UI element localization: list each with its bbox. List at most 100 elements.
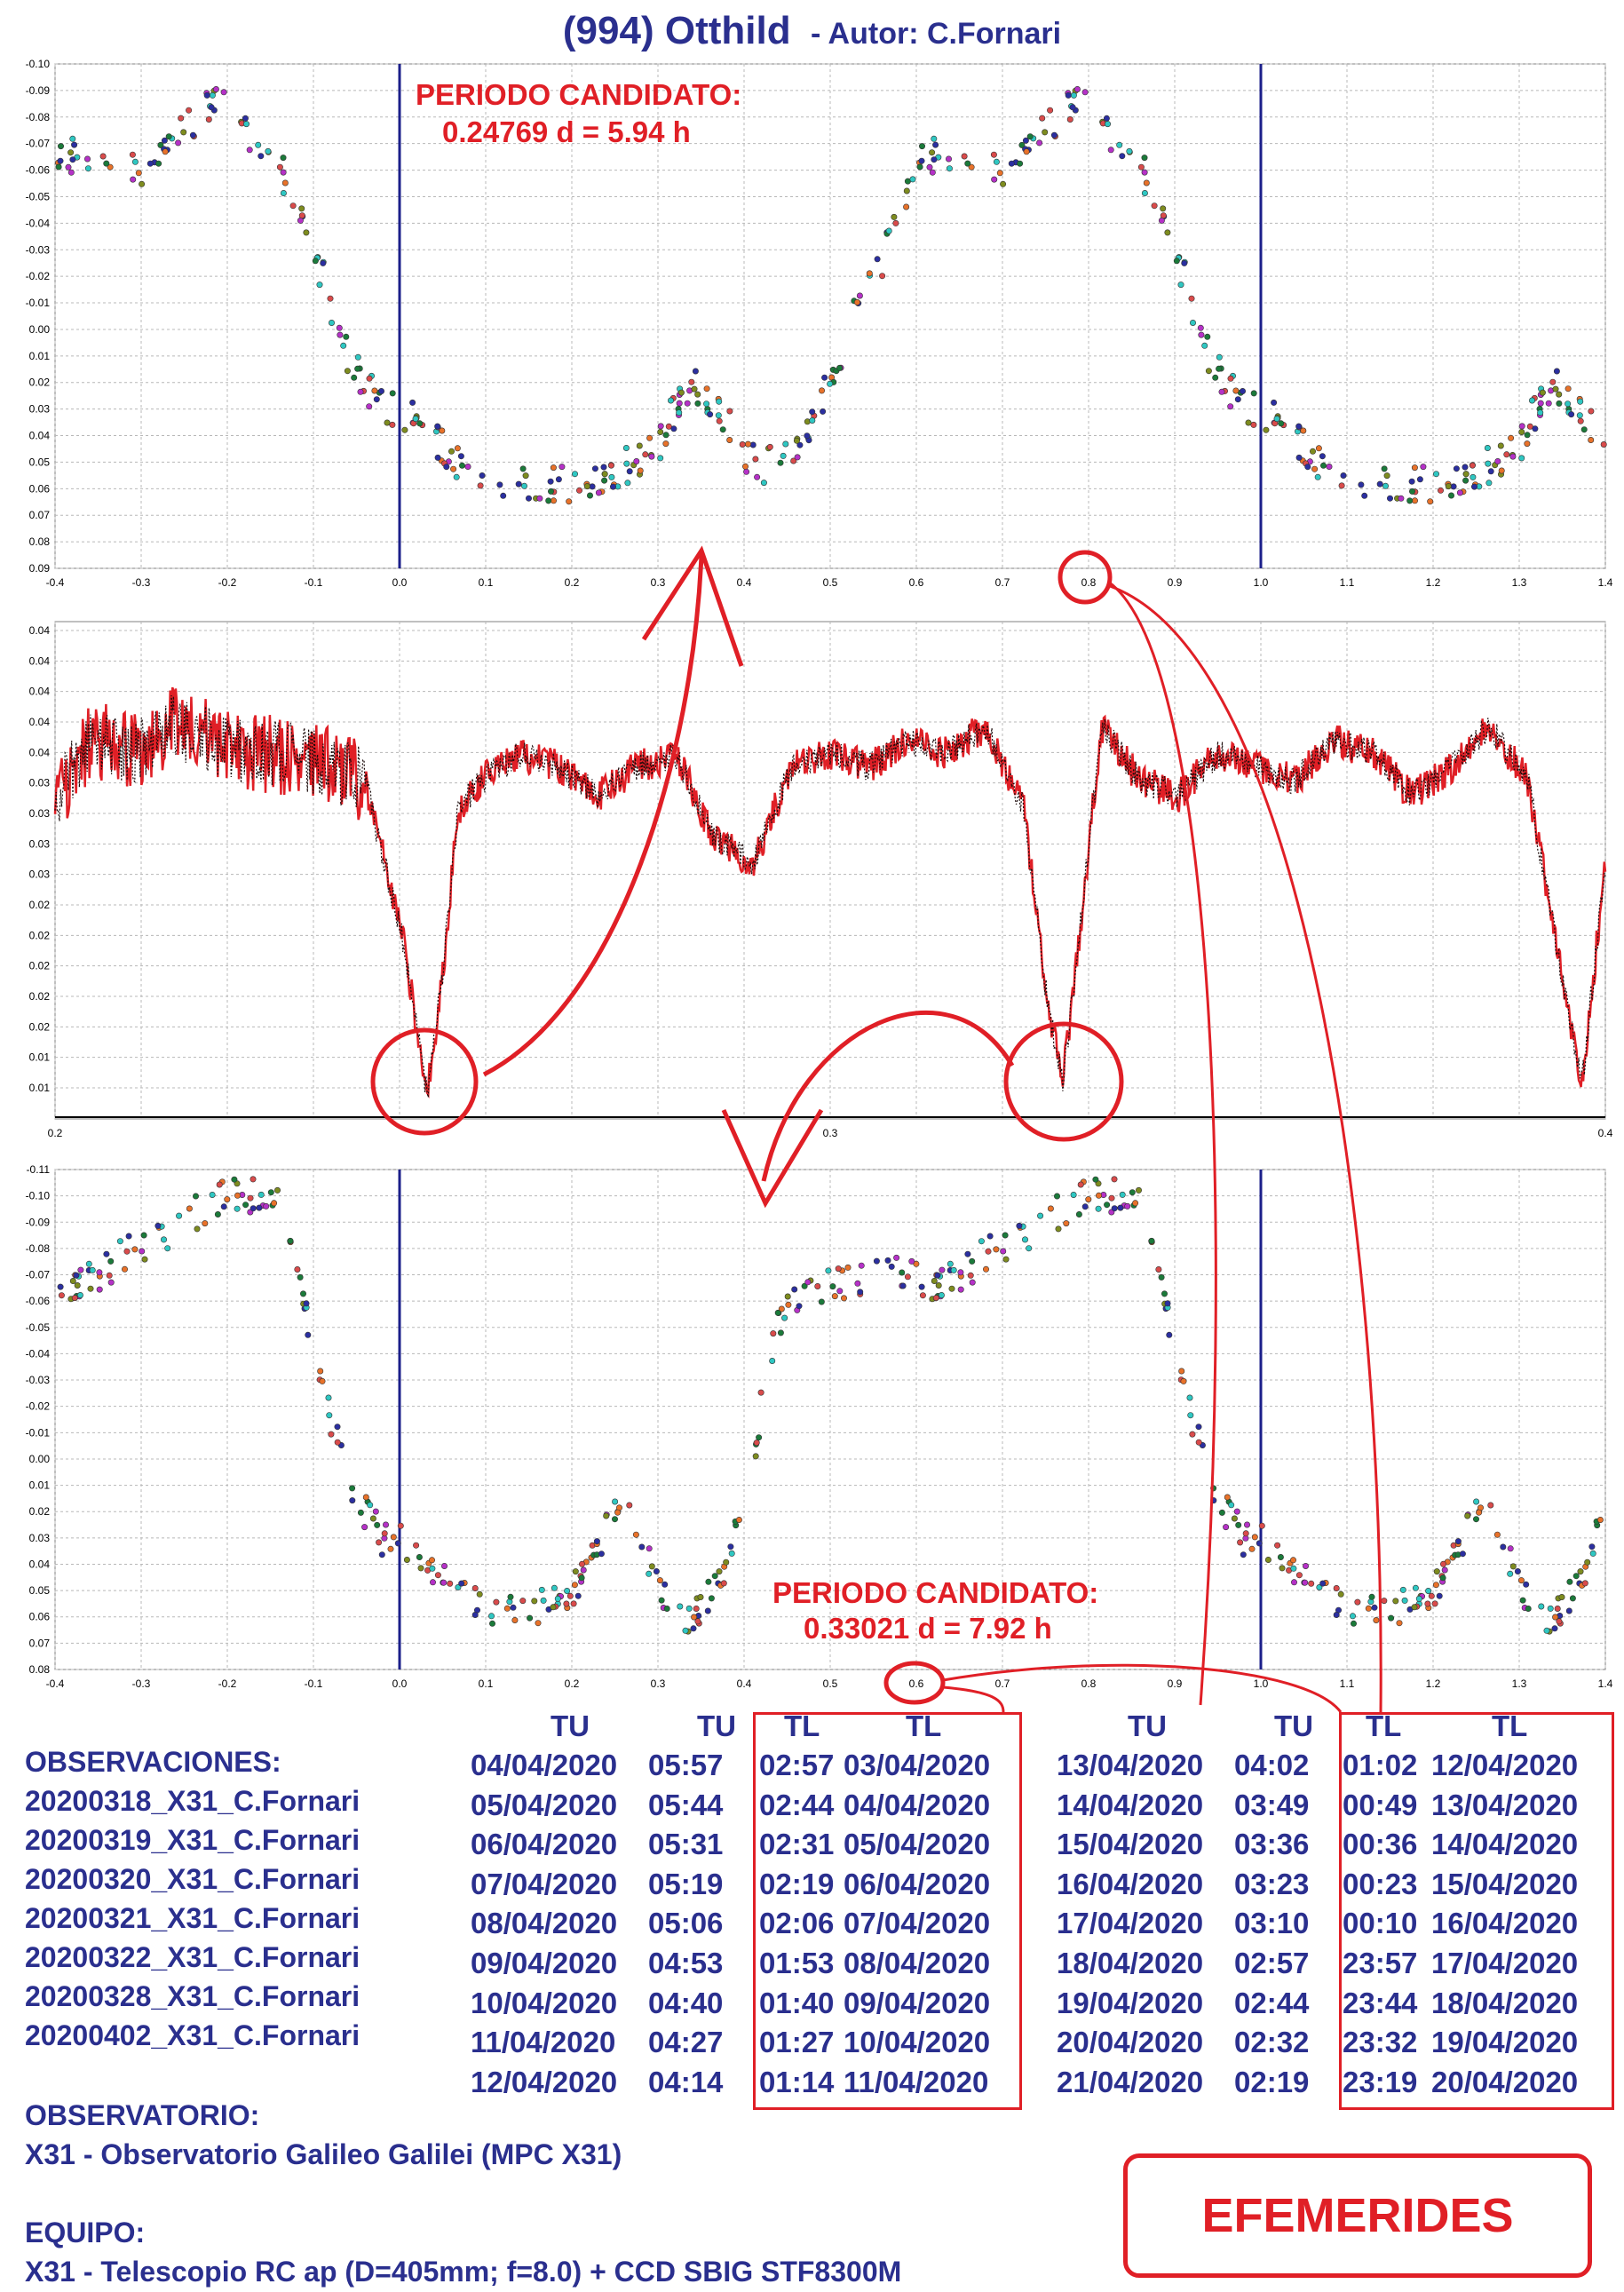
data-point (648, 1563, 655, 1570)
data-point (918, 1283, 925, 1290)
data-point (1181, 259, 1188, 266)
data-point (550, 1604, 557, 1611)
data-point (646, 1570, 653, 1577)
data-point (1248, 1545, 1256, 1552)
data-point (1315, 445, 1322, 452)
y-tick-label: 0.02 (29, 960, 51, 972)
data-point (1508, 434, 1515, 441)
data-point (1383, 472, 1390, 480)
data-point (471, 1611, 479, 1618)
data-point (1538, 1603, 1545, 1610)
data-point (1271, 399, 1278, 406)
data-point (337, 331, 344, 338)
x-tick-label: 0.0 (392, 576, 408, 589)
data-point (1365, 1605, 1372, 1612)
x-tick-label: -0.3 (132, 576, 151, 589)
data-point (1556, 400, 1563, 407)
data-point (154, 1222, 162, 1229)
data-point (220, 89, 227, 96)
data-point (1141, 155, 1148, 162)
data-point (130, 176, 137, 183)
data-point (670, 425, 677, 432)
data-point (99, 153, 107, 160)
data-point (662, 440, 669, 448)
data-point (1576, 412, 1583, 419)
data-point (297, 1273, 304, 1281)
data-point (349, 1485, 356, 1492)
data-point (749, 441, 757, 448)
x-tick-label: 0.7 (995, 1677, 1010, 1690)
y-tick-label: -0.04 (26, 217, 51, 229)
data-point (89, 1266, 96, 1273)
y-tick-label: 0.04 (29, 686, 51, 698)
data-point (946, 155, 953, 163)
data-point (600, 464, 607, 471)
y-tick-label: 0.03 (29, 837, 51, 850)
data-point (676, 400, 683, 407)
data-point (107, 163, 114, 171)
data-point (1517, 1577, 1525, 1584)
data-point (107, 1257, 115, 1265)
data-point (969, 1279, 976, 1286)
data-point (677, 389, 685, 396)
data-point (67, 149, 75, 156)
data-point (298, 212, 305, 219)
ephemeris-cell: 23:32 (1343, 2026, 1418, 2059)
ephemeris-cell: 14/04/2020 (1431, 1828, 1579, 1861)
data-point (123, 1248, 131, 1255)
efemerides-button[interactable]: EFEMERIDES (1123, 2153, 1592, 2278)
data-point (957, 1269, 964, 1276)
y-tick-label: -0.01 (26, 1426, 51, 1439)
data-point (1201, 342, 1208, 349)
data-point (1319, 453, 1326, 460)
data-point (271, 1200, 278, 1207)
ephemeris-cell: 02:06 (759, 1907, 835, 1940)
data-point (354, 353, 361, 361)
data-point (1189, 1431, 1196, 1438)
data-point (1204, 333, 1211, 340)
data-point (985, 1248, 992, 1255)
data-point (122, 1265, 129, 1273)
data-point (351, 374, 358, 381)
data-point (909, 176, 916, 183)
data-point (194, 1225, 201, 1233)
column-header: TL (1492, 1709, 1528, 1742)
data-point (448, 448, 455, 455)
data-point (1160, 205, 1167, 212)
ephemeris-cell: 08/04/2020 (471, 1907, 618, 1940)
data-point (397, 1522, 404, 1529)
data-point (777, 1329, 784, 1336)
data-point (164, 1245, 171, 1252)
ephemeris-cell: 02:57 (1234, 1947, 1310, 1979)
equipment-block: EQUIPO: X31 - Telescopio RC ap (D=405mm;… (25, 2213, 901, 2291)
data-point (563, 1600, 570, 1607)
data-point (752, 1453, 759, 1460)
data-point (1396, 1620, 1403, 1627)
ephemeris-cell: 04:53 (648, 1947, 724, 1979)
data-point (821, 374, 828, 381)
data-point (1568, 411, 1575, 418)
ephemeris-cell: 01:27 (759, 2026, 835, 2059)
data-point (429, 1565, 436, 1572)
data-point (1565, 1607, 1573, 1614)
y-tick-label: 0.05 (29, 1584, 51, 1597)
data-point (1195, 1424, 1202, 1431)
data-point (1556, 391, 1563, 398)
data-point (1476, 1509, 1483, 1516)
data-point (756, 1434, 763, 1441)
data-point (209, 91, 216, 99)
data-point (1470, 473, 1477, 480)
data-point (608, 473, 615, 480)
x-tick-label: 0.6 (909, 1677, 924, 1690)
data-point (694, 391, 701, 398)
data-point (885, 227, 892, 234)
data-point (1026, 133, 1034, 140)
data-point (477, 482, 484, 489)
x-tick-label: 1.3 (1512, 1677, 1527, 1690)
observatory-title: OBSERVATORIO: (25, 2099, 260, 2131)
data-point (983, 1265, 990, 1273)
data-point (829, 1283, 836, 1290)
y-tick-label: -0.07 (26, 1269, 51, 1281)
data-point (1116, 141, 1123, 148)
y-tick-label: -0.09 (26, 1216, 51, 1228)
